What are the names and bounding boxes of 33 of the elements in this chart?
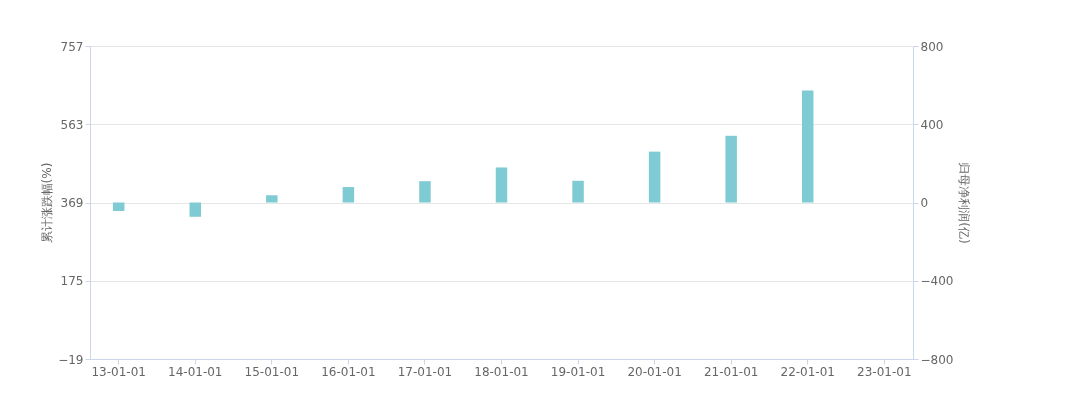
y2-tick-label: −400 [920,274,954,289]
y-tick-label: 563 [60,117,84,132]
bar [801,90,814,203]
bar [266,195,278,203]
x-tick-label: 13-01-01 [91,364,146,379]
x-tick-label: 17-01-01 [397,364,453,379]
y-tick-label: 369 [60,196,84,210]
y-tick-label: −19 [58,352,84,367]
bar [419,181,431,203]
bar [189,202,202,217]
x-tick-label: 20-01-01 [627,364,682,379]
x-tick-label: 19-01-01 [550,364,606,379]
bar [342,187,355,203]
x-tick-label: 22-01-01 [780,364,835,379]
y2-axis-title: 归母净利润(亿) [957,162,972,244]
x-tick-label: 15-01-01 [244,364,300,379]
bar [495,167,508,203]
x-tick-label: 14-01-01 [168,364,223,379]
x-tick-label: 23-01-01 [857,364,912,379]
bar [648,151,661,203]
bar [112,202,125,211]
y2-tick-label: 800 [920,39,944,54]
bar [572,180,584,203]
y-axis-title: 累计涨跌幅(%) [40,162,55,244]
y2-tick-label: 400 [920,117,944,132]
x-tick-label: 16-01-01 [321,364,376,379]
bar [725,135,737,203]
x-tick-label: 21-01-01 [703,364,759,379]
x-tick-label: 18-01-01 [474,364,529,379]
y2-tick-label: 0 [920,196,929,210]
y2-tick-label: −800 [920,352,954,367]
y-tick-label: 175 [60,274,84,289]
y-tick-label: 757 [60,39,84,54]
